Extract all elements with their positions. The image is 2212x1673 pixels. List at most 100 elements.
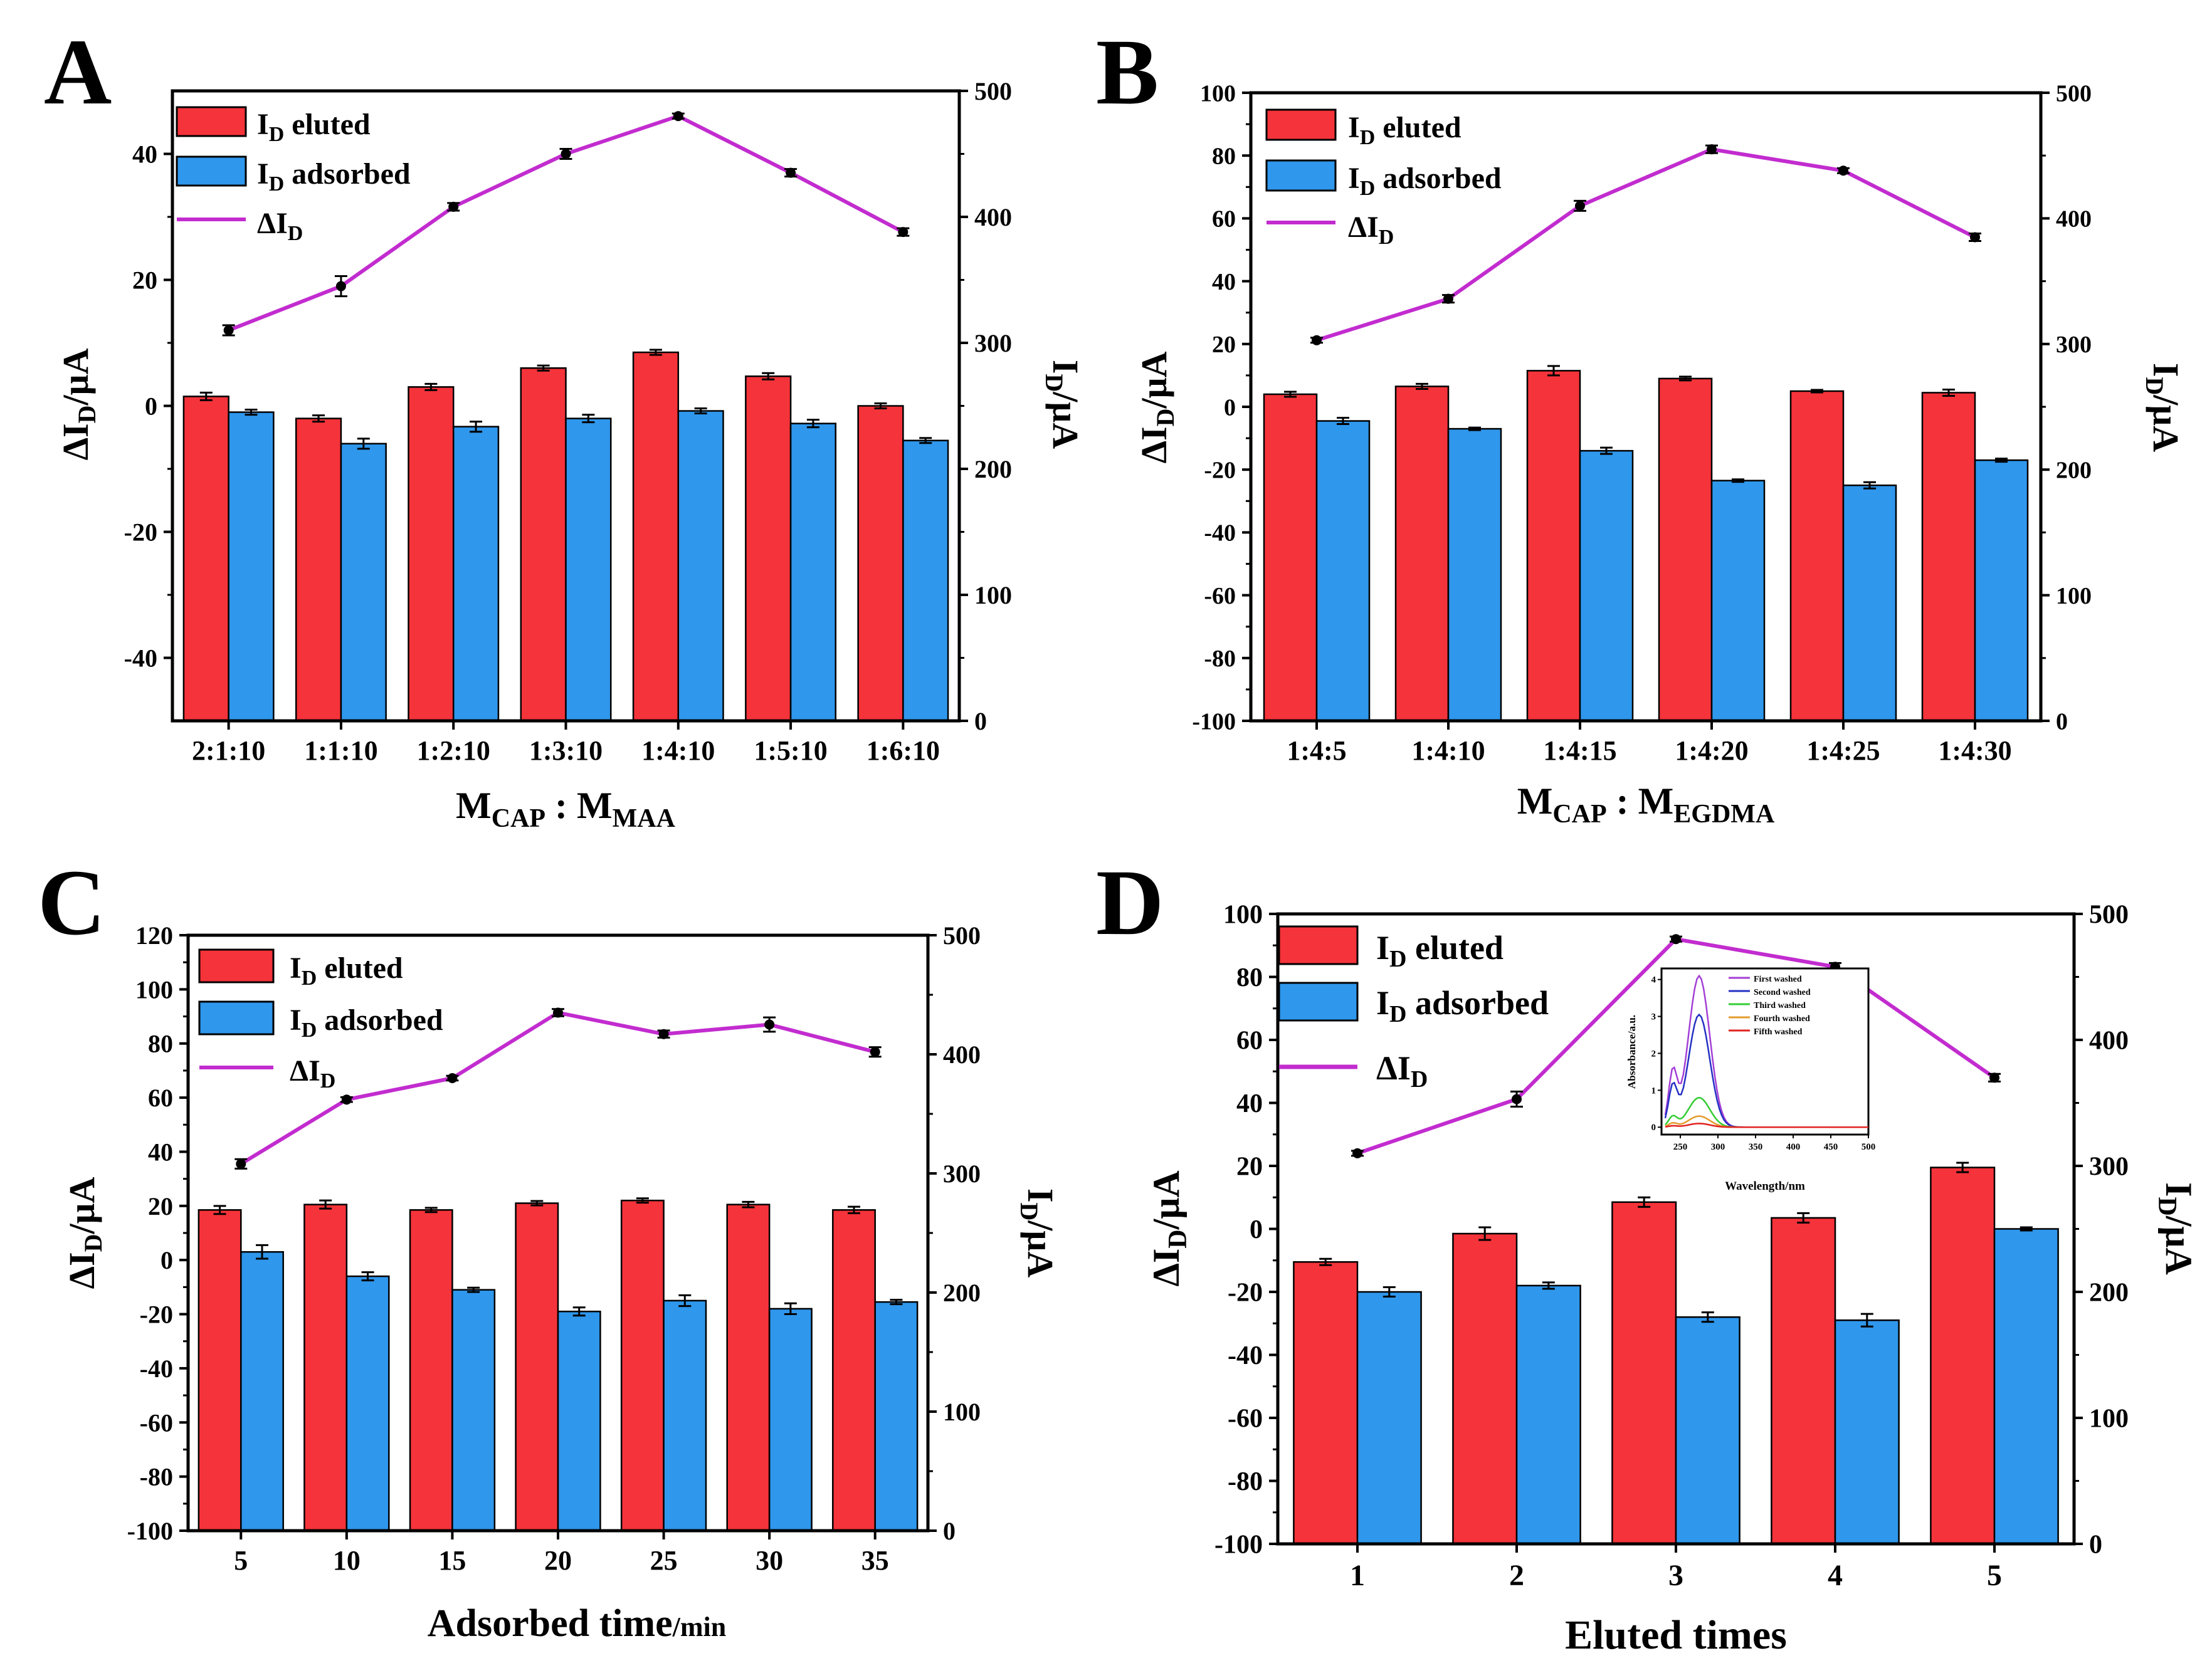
y-tick-label-left-b: 40: [1212, 269, 1236, 295]
bar-eluted-b-4: [1658, 377, 1713, 722]
delta-point-b-5: [1838, 165, 1848, 176]
panel-letter-d: D: [1096, 851, 1164, 955]
x-tick-label-a: 1:6:10: [866, 735, 940, 766]
y-axis-left-label-a: ΔID/μA: [55, 349, 101, 461]
y-tick-label-left-b: 60: [1212, 206, 1236, 233]
y-tick-label-right-b: 100: [2056, 583, 2092, 609]
x-axis-label-c: Adsorbed time/min: [428, 1602, 727, 1645]
inset-y-tick-label: 3: [1651, 1012, 1656, 1022]
inset-y-tick-label: 0: [1651, 1123, 1656, 1133]
panel-letter-b: B: [1096, 20, 1159, 124]
y-tick-label-right-c: 200: [943, 1279, 981, 1307]
legend-label-eluted: ID eluted: [290, 952, 403, 990]
plot-area-d: -100-80-60-40-20020406080100010020030040…: [1214, 901, 2129, 1592]
bar-eluted-a-1: [182, 396, 229, 722]
y-tick-label-left-d: -80: [1228, 1467, 1263, 1496]
legend-label-adsorbed: ID adsorbed: [1348, 162, 1502, 200]
x-tick-label-a: 1:5:10: [754, 735, 827, 766]
y-tick-label-right-c: 400: [943, 1041, 981, 1069]
x-tick-label-a: 1:3:10: [529, 735, 603, 766]
delta-point-c-3: [447, 1073, 458, 1083]
y-tick-label-left-c: 120: [135, 921, 173, 950]
inset-y-label: Absorbance/a.u.: [1626, 1015, 1638, 1089]
y-tick-label-left-c: -40: [140, 1355, 173, 1383]
x-tick-label-c: 5: [234, 1545, 248, 1576]
y-tick-label-left-d: -60: [1228, 1405, 1263, 1434]
bar-eluted-a-6: [745, 375, 792, 722]
legend-swatch-adsorbed: [1265, 159, 1337, 192]
legend-label-eluted: ID eluted: [1348, 111, 1462, 149]
y-tick-label-right-a: 400: [974, 203, 1012, 231]
x-tick-label-a: 2:1:10: [192, 735, 265, 766]
y-tick-label-left-c: 40: [148, 1138, 173, 1166]
delta-point-a-1: [223, 325, 234, 335]
x-tick-label-b: 1:4:20: [1675, 735, 1748, 766]
inset-x-tick-label: 300: [1711, 1142, 1725, 1152]
y-tick-label-left-d: 100: [1223, 901, 1263, 930]
bar-eluted-c-4: [515, 1202, 559, 1532]
delta-point-b-6: [1970, 232, 1980, 243]
inset-y-tick-label: 1: [1651, 1086, 1656, 1096]
bar-eluted-b-6: [1921, 392, 1976, 722]
bar-eluted-d-5: [1930, 1167, 1996, 1545]
legend-label-eluted: ID eluted: [1376, 929, 1504, 972]
y-axis-right-label-d: ID/μA: [2152, 1182, 2199, 1275]
bar-adsorbed-d-3: [1675, 1316, 1741, 1545]
x-tick-label-c: 20: [544, 1545, 572, 1576]
y-tick-label-left-d: -100: [1214, 1531, 1263, 1560]
y-tick-label-left-d: -40: [1228, 1341, 1263, 1370]
x-tick-label-d: 3: [1668, 1559, 1683, 1592]
x-tick-label-b: 1:4:25: [1806, 735, 1880, 766]
x-tick-label-d: 2: [1509, 1559, 1524, 1592]
y-tick-label-right-a: 300: [974, 329, 1012, 357]
delta-point-c-4: [553, 1007, 563, 1018]
y-tick-label-left-b: 80: [1212, 144, 1236, 170]
y-tick-label-left-b: 0: [1224, 394, 1236, 421]
bar-eluted-c-2: [303, 1204, 348, 1532]
bar-eluted-c-5: [620, 1199, 665, 1532]
y-tick-label-right-d: 300: [2089, 1153, 2129, 1182]
delta-point-c-2: [341, 1094, 352, 1105]
y-tick-label-left-b: -40: [1204, 520, 1236, 547]
bar-adsorbed-c-7: [874, 1301, 919, 1532]
y-tick-label-right-b: 400: [2056, 206, 2092, 233]
x-tick-label-d: 1: [1350, 1559, 1365, 1592]
y-tick-label-left-c: 60: [148, 1084, 173, 1112]
y-tick-label-left-c: 0: [161, 1246, 173, 1274]
y-axis-left-label-d: ΔID/μA: [1146, 1170, 1193, 1286]
y-tick-label-left-c: -20: [140, 1301, 173, 1329]
y-tick-label-left-a: 20: [132, 266, 157, 295]
y-tick-label-left-b: -100: [1192, 708, 1236, 735]
bar-eluted-d-3: [1611, 1201, 1677, 1545]
inset-x-tick-label: 500: [1862, 1142, 1876, 1152]
delta-point-b-1: [1312, 335, 1322, 345]
y-tick-label-left-c: 20: [148, 1192, 173, 1220]
y-tick-label-right-a: 200: [974, 455, 1012, 483]
inset-x-label: Wavelength/nm: [1725, 1180, 1805, 1193]
y-tick-label-right-a: 100: [974, 581, 1012, 609]
y-axis-right-label-c: ID/μA: [1015, 1188, 1061, 1277]
x-tick-label-c: 10: [333, 1545, 361, 1576]
bar-eluted-c-7: [832, 1209, 876, 1532]
y-tick-label-right-d: 100: [2089, 1405, 2129, 1434]
delta-point-a-5: [673, 111, 683, 122]
x-tick-label-a: 1:4:10: [641, 735, 715, 766]
y-tick-label-left-b: -60: [1204, 583, 1236, 609]
y-tick-label-left-a: 40: [132, 140, 157, 169]
inset-legend-label-first: First washed: [1754, 975, 1802, 984]
inset-y-tick-label: 4: [1651, 975, 1656, 985]
bar-adsorbed-c-4: [557, 1310, 601, 1532]
bar-adsorbed-b-4: [1710, 480, 1766, 722]
bar-adsorbed-d-1: [1356, 1291, 1422, 1545]
delta-point-a-7: [898, 227, 908, 238]
x-tick-label-b: 1:4:5: [1287, 735, 1346, 766]
bar-adsorbed-c-2: [345, 1275, 390, 1532]
y-tick-label-left-d: 40: [1236, 1089, 1263, 1118]
delta-line-b: [1316, 147, 1976, 342]
delta-point-d-5: [1989, 1073, 1999, 1083]
y-tick-label-right-d: 0: [2089, 1531, 2102, 1560]
y-tick-label-right-a: 500: [974, 77, 1012, 105]
delta-point-a-4: [561, 149, 571, 159]
legend-label-adsorbed: ID adsorbed: [1376, 984, 1549, 1027]
